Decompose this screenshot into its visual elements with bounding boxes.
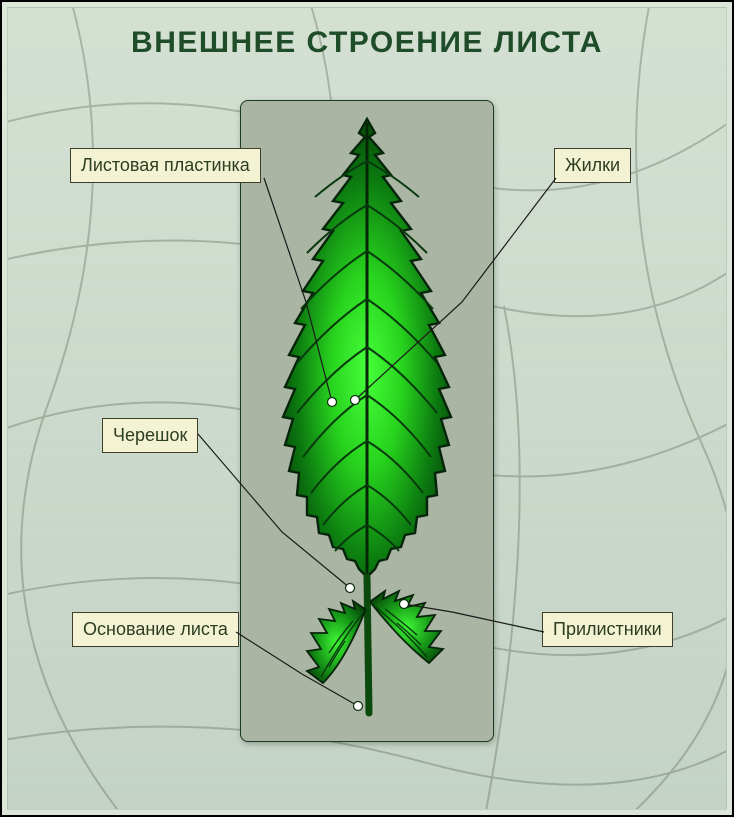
leaf-petiole — [367, 577, 369, 713]
label-veins: Жилки — [554, 148, 631, 183]
label-blade: Листовая пластинка — [70, 148, 261, 183]
leaf-panel — [240, 100, 494, 742]
label-base: Основание листа — [72, 612, 239, 647]
leaf-illustration — [241, 101, 493, 741]
label-stipules: Прилистники — [542, 612, 673, 647]
label-petiole: Черешок — [102, 418, 198, 453]
diagram-title: ВНЕШНЕЕ СТРОЕНИЕ ЛИСТА — [2, 26, 732, 60]
outer-frame: ВНЕШНЕЕ СТРОЕНИЕ ЛИСТА — [0, 0, 734, 817]
